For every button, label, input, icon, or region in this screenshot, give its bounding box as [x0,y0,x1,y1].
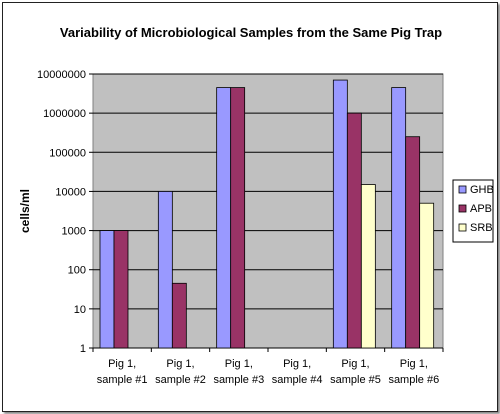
legend-label-ghb: GHB [470,184,494,196]
x-category-label-line1: Pig 1, [225,358,253,370]
x-category-label-line2: sample #5 [330,374,381,386]
x-category-label-line2: sample #3 [213,374,264,386]
y-tick-label: 1 [80,343,86,355]
x-category-label-line2: sample #2 [155,374,206,386]
legend-swatch-srb [458,223,467,232]
plot-area [92,73,444,349]
bar-ghb-3 [216,87,232,349]
y-axis-ticks: 10000000 1000000 100000 10000 1000 100 10 1 [37,69,93,355]
x-category-label-line1: Pig 1, [166,358,194,370]
x-category-label-line2: sample #4 [272,374,323,386]
legend-label-apb: APB [470,203,492,215]
bar-apb-6 [405,136,421,349]
y-tick-label: 10000000 [37,69,86,81]
bar-apb-1 [113,230,129,349]
y-tick-label: 100000 [49,147,86,159]
bar-ghb-1 [99,230,115,349]
bar-srb-6 [419,202,435,349]
chart-svg: Variability of Microbiological Samples f… [18,25,494,386]
x-category-label-line2: sample #1 [97,374,148,386]
bar-srb-5 [360,184,376,349]
x-category-label-line2: sample #6 [388,374,439,386]
grid-lines [93,73,443,349]
x-axis-categories: Pig 1, sample #1 Pig 1, sample #2 Pig 1, samp… [92,348,444,386]
y-tick-label: 10 [74,304,86,316]
y-axis-label: cells/ml [18,189,32,233]
bar-apb-5 [346,112,362,349]
x-category-label-line1: Pig 1, [283,358,311,370]
legend-label-srb: SRB [470,222,493,234]
x-category-label-line1: Pig 1, [108,358,136,370]
bars [99,79,435,349]
legend-items: GHB APB SRB [458,184,494,234]
bar-ghb-2 [157,191,173,349]
chart-title: Variability of Microbiological Samples f… [60,25,442,40]
y-tick-label: 1000 [62,226,86,238]
x-category-label-line1: Pig 1, [341,358,369,370]
y-tick-label: 10000 [55,186,86,198]
bar-ghb-5 [332,79,348,349]
bar-ghb-6 [391,87,407,349]
x-category-label-line1: Pig 1, [400,358,428,370]
legend-swatch-apb [458,204,467,213]
legend-swatch-ghb [458,185,467,194]
y-tick-label: 100 [68,265,86,277]
bar-apb-2 [171,282,187,349]
bar-apb-3 [230,87,246,349]
y-tick-label: 1000000 [43,108,86,120]
